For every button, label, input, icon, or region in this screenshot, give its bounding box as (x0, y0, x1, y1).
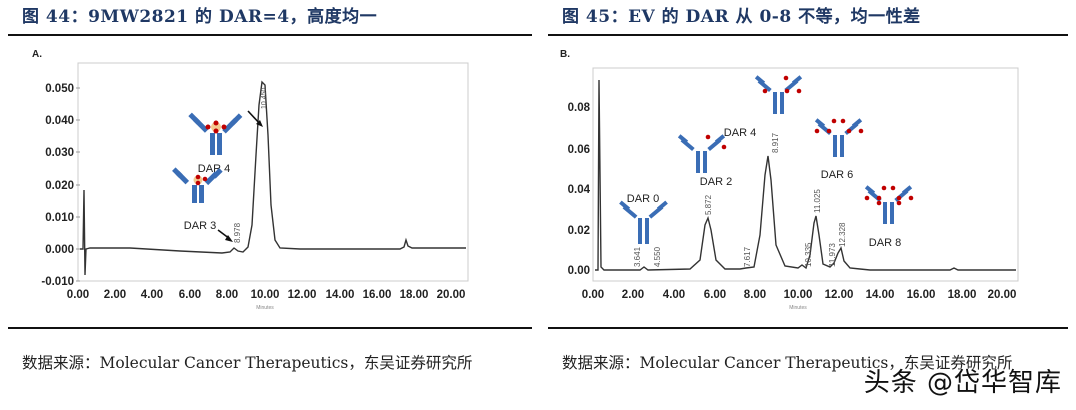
figure-title: 图 44：9MW2821 的 DAR=4，高度均一 (22, 7, 378, 27)
svg-text:16.00: 16.00 (363, 289, 392, 301)
figure-44-panel: 图 44：9MW2821 的 DAR=4，高度均一 A. 0.050 0.040… (8, 7, 532, 372)
svg-text:0.040: 0.040 (45, 115, 74, 127)
svg-text:8.978: 8.978 (233, 222, 242, 243)
svg-text:10.00: 10.00 (784, 289, 813, 301)
svg-text:2.00: 2.00 (104, 289, 126, 301)
dar3-antibody-icon (172, 167, 223, 203)
chromatogram-trace (80, 80, 466, 276)
svg-text:0.00: 0.00 (67, 289, 89, 301)
svg-text:0.06: 0.06 (568, 144, 590, 156)
chromatogram-trace (595, 79, 1016, 271)
y-axis: 0.050 0.040 0.030 0.020 0.010 0.000 -0.0… (41, 83, 74, 288)
svg-text:10.450: 10.450 (261, 87, 268, 109)
svg-text:10.335: 10.335 (804, 242, 813, 267)
x-axis: 0.00 2.00 4.00 6.00 8.00 10.00 12.00 14.… (67, 289, 466, 301)
svg-text:8.00: 8.00 (216, 289, 238, 301)
dar4-antibody-icon (754, 75, 803, 114)
chromatogram-a: 0.050 0.040 0.030 0.020 0.010 0.000 -0.0… (41, 62, 469, 311)
svg-text:0.04: 0.04 (568, 184, 591, 196)
svg-text:8.917: 8.917 (771, 132, 780, 153)
chart-label: A. (32, 49, 42, 60)
x-axis-label: Minutes (256, 305, 274, 311)
svg-text:16.00: 16.00 (907, 289, 936, 301)
svg-text:-0.010: -0.010 (41, 276, 74, 288)
figure-title: 图 45：EV 的 DAR 从 0-8 不等，均一性差 (562, 7, 921, 27)
svg-text:8.00: 8.00 (744, 289, 766, 301)
source-divider (548, 327, 1068, 329)
dar2-label: DAR 2 (700, 176, 732, 188)
source-note: 数据来源：Molecular Cancer Therapeutics，东吴证券研… (562, 354, 1013, 372)
svg-text:6.00: 6.00 (179, 289, 201, 301)
svg-text:4.00: 4.00 (663, 289, 685, 301)
x-axis-label: Minutes (789, 305, 807, 311)
plot-area (592, 67, 1019, 282)
svg-text:12.00: 12.00 (825, 289, 854, 301)
dar4-antibody-icon (188, 112, 243, 155)
title-divider (8, 34, 532, 36)
dar4-label: DAR 4 (724, 127, 756, 139)
dar8-label: DAR 8 (869, 237, 901, 249)
watermark: 头条 @岱华智库 (863, 368, 1062, 398)
svg-text:0.030: 0.030 (45, 147, 74, 159)
source-note: 数据来源：Molecular Cancer Therapeutics，东吴证券研… (22, 354, 473, 372)
x-axis: 0.00 2.00 4.00 6.00 8.00 10.00 12.00 14.… (582, 289, 1017, 301)
svg-text:4.00: 4.00 (141, 289, 163, 301)
y-axis: 0.08 0.06 0.04 0.02 0.00 (568, 102, 591, 277)
title-divider (548, 34, 1068, 36)
svg-text:0.000: 0.000 (45, 244, 74, 256)
svg-text:0.020: 0.020 (45, 180, 74, 192)
svg-text:12.00: 12.00 (288, 289, 317, 301)
svg-text:0.02: 0.02 (568, 225, 590, 237)
svg-text:0.010: 0.010 (45, 212, 74, 224)
chromatogram-b: 0.08 0.06 0.04 0.02 0.00 0.00 2.00 4.00 … (568, 67, 1019, 311)
dar0-antibody-icon (619, 200, 668, 244)
figure-45-panel: 图 45：EV 的 DAR 从 0-8 不等，均一性差 B. 0.08 0.06… (540, 0, 1076, 410)
svg-text:0.00: 0.00 (568, 265, 590, 277)
svg-text:10.00: 10.00 (251, 289, 280, 301)
svg-text:4.550: 4.550 (653, 246, 662, 267)
svg-text:0.08: 0.08 (568, 102, 591, 114)
svg-text:6.00: 6.00 (704, 289, 726, 301)
svg-text:20.00: 20.00 (988, 289, 1017, 301)
svg-text:14.00: 14.00 (326, 289, 355, 301)
source-divider (8, 327, 532, 329)
svg-text:0.050: 0.050 (45, 83, 74, 95)
svg-text:12.328: 12.328 (838, 222, 847, 247)
dar0-label: DAR 0 (627, 193, 659, 205)
svg-text:7.617: 7.617 (743, 246, 752, 267)
svg-text:18.00: 18.00 (400, 289, 429, 301)
dar8-antibody-icon (864, 185, 914, 224)
svg-text:18.00: 18.00 (948, 289, 977, 301)
svg-text:0.00: 0.00 (582, 289, 604, 301)
svg-text:20.00: 20.00 (437, 289, 466, 301)
svg-text:2.00: 2.00 (622, 289, 644, 301)
dar6-antibody-icon (814, 118, 864, 157)
svg-text:3.641: 3.641 (633, 246, 642, 267)
dar2-antibody-icon (677, 134, 727, 173)
svg-text:5.872: 5.872 (704, 194, 713, 215)
chart-label: B. (560, 49, 570, 60)
svg-text:11.025: 11.025 (813, 189, 822, 213)
plot-area (77, 62, 469, 282)
svg-text:11.973: 11.973 (828, 243, 837, 267)
dar6-label: DAR 6 (821, 169, 853, 181)
svg-text:14.00: 14.00 (866, 289, 895, 301)
dar3-label: DAR 3 (184, 220, 216, 232)
